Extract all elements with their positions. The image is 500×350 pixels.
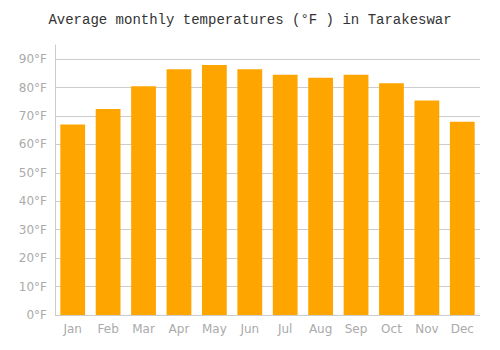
svg-text:Sep: Sep: [345, 322, 368, 336]
svg-text:80°F: 80°F: [19, 81, 47, 95]
svg-text:40°F: 40°F: [19, 194, 47, 208]
svg-text:30°F: 30°F: [19, 223, 47, 237]
svg-text:Feb: Feb: [98, 322, 119, 336]
svg-text:Oct: Oct: [381, 322, 402, 336]
svg-text:Mar: Mar: [132, 322, 155, 336]
svg-text:May: May: [202, 322, 227, 336]
svg-text:60°F: 60°F: [19, 137, 47, 151]
svg-text:50°F: 50°F: [19, 166, 47, 180]
svg-text:70°F: 70°F: [19, 109, 47, 123]
svg-text:10°F: 10°F: [19, 280, 47, 294]
svg-text:90°F: 90°F: [19, 52, 47, 66]
svg-text:Jul: Jul: [277, 322, 292, 336]
svg-text:Average monthly temperatures (: Average monthly temperatures (°F ) in Ta…: [48, 12, 451, 28]
svg-text:Nov: Nov: [415, 322, 438, 336]
svg-text:Apr: Apr: [169, 322, 190, 336]
svg-text:Jun: Jun: [239, 322, 259, 336]
svg-text:Dec: Dec: [451, 322, 474, 336]
svg-text:Jan: Jan: [62, 322, 82, 336]
svg-text:20°F: 20°F: [19, 251, 47, 265]
svg-text:0°F: 0°F: [26, 308, 47, 322]
svg-text:Aug: Aug: [309, 322, 332, 336]
